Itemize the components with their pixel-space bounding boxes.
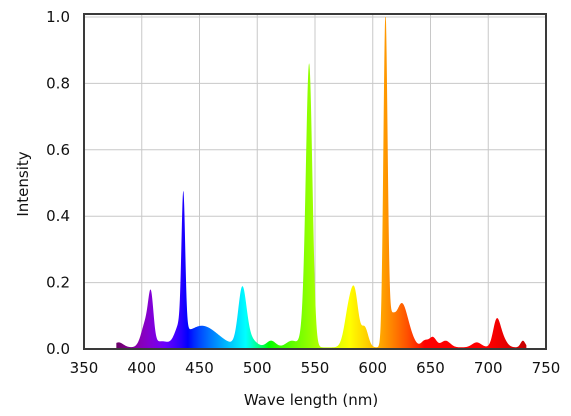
spectrum-curve <box>116 17 527 349</box>
y-tick-label: 0.4 <box>46 207 70 225</box>
x-tick-label: 400 <box>127 359 156 377</box>
spectrum-area <box>116 17 527 349</box>
x-tick-label: 350 <box>70 359 99 377</box>
grid-lines <box>84 14 546 349</box>
x-tick-label: 700 <box>474 359 503 377</box>
x-tick-labels: 350 400 450 500 550 600 650 700 750 <box>70 359 561 377</box>
plot-frame <box>83 13 547 350</box>
x-tick-label: 450 <box>185 359 214 377</box>
x-tick-label: 750 <box>532 359 561 377</box>
x-axis-label: Wave length (nm) <box>244 391 378 409</box>
x-tick-label: 550 <box>301 359 330 377</box>
y-tick-label: 1.0 <box>46 8 70 26</box>
y-tick-label: 0.6 <box>46 141 70 159</box>
x-tick-label: 650 <box>416 359 445 377</box>
y-tick-labels: 0.0 0.2 0.4 0.6 0.8 1.0 <box>46 8 70 358</box>
x-tick-label: 500 <box>243 359 272 377</box>
y-tick-label: 0.2 <box>46 274 70 292</box>
y-tick-label: 0.0 <box>46 340 70 358</box>
y-tick-label: 0.8 <box>46 74 70 92</box>
x-tick-label: 600 <box>358 359 387 377</box>
y-axis-label: Intensity <box>14 151 32 216</box>
